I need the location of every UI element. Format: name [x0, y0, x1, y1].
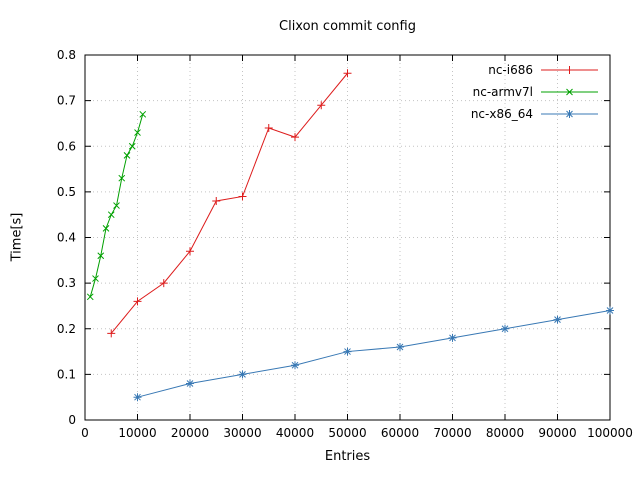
x-tick-label: 20000	[171, 426, 209, 440]
y-tick-label: 0.8	[57, 48, 76, 62]
x-tick-label: 30000	[223, 426, 261, 440]
series-marker-nc-i686	[186, 247, 194, 256]
legend-sample-marker-nc-armv7l	[566, 88, 573, 96]
series-marker-nc-armv7l	[97, 252, 105, 260]
legend-label-nc-armv7l: nc-armv7l	[473, 85, 533, 99]
series-marker-nc-x86_64	[553, 315, 562, 324]
series-marker-nc-x86_64	[606, 306, 614, 315]
legend-label-nc-x86_64: nc-x86_64	[471, 107, 533, 121]
series-marker-nc-armv7l	[113, 202, 120, 209]
x-tick-label: 40000	[276, 426, 314, 440]
series-marker-nc-x86_64	[396, 343, 404, 351]
series-line-nc-i686	[110, 72, 348, 334]
x-tick-label: 80000	[486, 426, 524, 440]
series-marker-nc-armv7l	[86, 293, 94, 301]
series-marker-nc-armv7l	[92, 275, 99, 282]
series-marker-nc-i686	[107, 329, 116, 338]
series-marker-nc-armv7l	[139, 110, 147, 118]
series-marker-nc-x86_64	[238, 370, 247, 379]
series-marker-nc-x86_64	[448, 333, 457, 342]
series-marker-nc-i686	[264, 124, 273, 132]
legend-sample-marker-nc-i686	[565, 66, 574, 74]
series-marker-nc-i686	[317, 101, 326, 110]
series-marker-nc-armv7l	[102, 225, 110, 232]
series-marker-nc-x86_64	[291, 361, 299, 370]
series-marker-nc-armv7l	[134, 129, 141, 136]
y-tick-label: 0.3	[57, 276, 76, 290]
series-marker-nc-armv7l	[123, 152, 131, 159]
series-marker-nc-i686	[133, 297, 142, 306]
series-marker-nc-i686	[291, 133, 299, 142]
y-tick-label: 0.7	[57, 94, 76, 108]
series-marker-nc-i686	[238, 192, 247, 201]
x-axis-label: Entries	[324, 449, 371, 464]
y-tick-label: 0.4	[57, 231, 76, 245]
x-tick-label: 50000	[328, 426, 366, 440]
legend-sample-marker-nc-x86_64	[565, 110, 574, 118]
x-tick-label: 90000	[538, 426, 576, 440]
series-marker-nc-x86_64	[501, 324, 509, 333]
series-marker-nc-x86_64	[343, 347, 352, 356]
y-tick-label: 0.1	[57, 367, 76, 381]
series-marker-nc-armv7l	[107, 211, 115, 219]
series-marker-nc-i686	[212, 197, 221, 205]
y-tick-label: 0.5	[57, 185, 76, 199]
series-marker-nc-armv7l	[128, 142, 136, 150]
x-tick-label: 70000	[433, 426, 471, 440]
y-axis-label: Time[s]	[9, 212, 25, 262]
y-tick-label: 0.2	[57, 322, 76, 336]
y-tick-label: 0.6	[57, 139, 76, 153]
legend-label-nc-i686: nc-i686	[488, 63, 533, 77]
series-marker-nc-i686	[343, 69, 352, 78]
chart-title: Clixon commit config	[279, 19, 416, 34]
x-tick-label: 60000	[381, 426, 419, 440]
series-line-nc-x86_64	[137, 310, 611, 398]
series-marker-nc-x86_64	[186, 379, 194, 388]
series-marker-nc-armv7l	[118, 174, 126, 182]
series-marker-nc-x86_64	[133, 393, 142, 402]
x-tick-label: 100000	[587, 426, 633, 440]
series-marker-nc-i686	[159, 279, 168, 288]
x-tick-label: 0	[81, 426, 89, 440]
x-tick-label: 10000	[118, 426, 156, 440]
y-tick-label: 0	[68, 413, 76, 427]
